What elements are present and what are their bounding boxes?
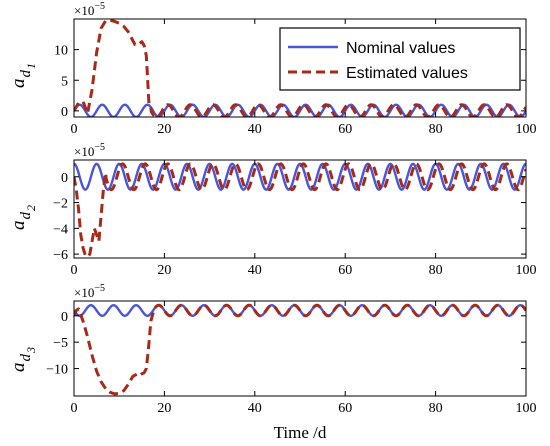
plot-area bbox=[74, 162, 526, 258]
y-tick-label: −5 bbox=[53, 336, 68, 351]
plot-area bbox=[74, 303, 526, 396]
x-tick-label: 80 bbox=[429, 263, 443, 278]
panel-2: 0 20 40 60 80 100 0 −2 −4 −6 ×10−5 ad2 bbox=[8, 142, 537, 278]
x-tick-label: 100 bbox=[516, 122, 537, 137]
axes-box bbox=[73, 300, 527, 397]
x-tick-label: 20 bbox=[157, 263, 171, 278]
x-tick-label: 100 bbox=[516, 401, 537, 416]
y-axis-label-sub: d bbox=[18, 70, 34, 78]
y-tick-label: 0 bbox=[61, 310, 68, 325]
y-axis-label: ad3 bbox=[8, 347, 38, 372]
legend-label: Nominal values bbox=[346, 40, 455, 57]
y-axis-label: ad1 bbox=[8, 63, 38, 88]
axis-exponent: ×10−5 bbox=[74, 283, 105, 300]
y-axis-label-sub: d bbox=[18, 354, 34, 362]
x-tick-label: 40 bbox=[248, 263, 262, 278]
y-axis-label: ad2 bbox=[8, 205, 38, 230]
x-tick-label: 0 bbox=[71, 263, 78, 278]
axis-exponent: ×10−5 bbox=[74, 142, 105, 159]
y-tick-label: 0 bbox=[61, 105, 68, 120]
x-tick-label: 40 bbox=[248, 401, 262, 416]
series-line-estimated bbox=[74, 303, 526, 396]
y-axis-label-sub: d bbox=[18, 212, 34, 220]
axis-exponent-base: ×10 bbox=[74, 3, 94, 18]
legend: Nominal values Estimated values bbox=[279, 27, 521, 91]
legend-box bbox=[279, 27, 521, 91]
y-tick-label: 10 bbox=[54, 44, 68, 59]
axes-box bbox=[73, 159, 527, 259]
y-tick-label: −2 bbox=[53, 197, 68, 212]
axis-exponent-power: −5 bbox=[94, 1, 105, 12]
x-tick-label: 20 bbox=[157, 122, 171, 137]
x-tick-label: 0 bbox=[71, 122, 78, 137]
y-axis-label-subsub: 3 bbox=[24, 347, 38, 354]
x-tick-label: 100 bbox=[516, 263, 537, 278]
axes-box bbox=[73, 18, 527, 118]
x-tick-label: 60 bbox=[338, 263, 352, 278]
y-tick-label: 5 bbox=[61, 74, 68, 89]
x-tick-label: 0 bbox=[71, 401, 78, 416]
series-line-nominal bbox=[74, 162, 526, 191]
x-tick-label: 60 bbox=[338, 401, 352, 416]
x-axis-label: Time /d bbox=[274, 423, 327, 442]
y-tick-label: −6 bbox=[53, 248, 68, 263]
series-line-nominal bbox=[74, 103, 526, 117]
y-tick-label: −4 bbox=[53, 222, 68, 237]
panel-1: 0 20 40 60 80 100 0 5 10 ×10−5 ad1 Nominal values Es… bbox=[8, 1, 537, 137]
y-tick-label: 0 bbox=[61, 171, 68, 186]
y-tick-label: −10 bbox=[46, 363, 68, 378]
axis-exponent: ×10−5 bbox=[74, 1, 105, 18]
plot-area bbox=[74, 19, 526, 117]
axis-exponent-power: −5 bbox=[94, 142, 105, 153]
y-axis-label-subsub: 1 bbox=[24, 63, 38, 69]
series-line-estimated bbox=[74, 19, 526, 117]
y-axis-label-main: a bbox=[8, 221, 29, 231]
axis-exponent-base: ×10 bbox=[74, 285, 94, 300]
axis-exponent-power: −5 bbox=[94, 283, 105, 294]
axis-exponent-base: ×10 bbox=[74, 144, 94, 159]
legend-label: Estimated values bbox=[346, 65, 468, 82]
x-tick-label: 80 bbox=[429, 122, 443, 137]
x-tick-label: 20 bbox=[157, 401, 171, 416]
y-axis-label-main: a bbox=[8, 79, 29, 89]
y-axis-label-main: a bbox=[8, 363, 29, 373]
y-axis-label-subsub: 2 bbox=[24, 205, 38, 211]
x-tick-label: 80 bbox=[429, 401, 443, 416]
x-tick-label: 60 bbox=[338, 122, 352, 137]
series-line-estimated bbox=[74, 162, 526, 258]
x-tick-label: 40 bbox=[248, 122, 262, 137]
